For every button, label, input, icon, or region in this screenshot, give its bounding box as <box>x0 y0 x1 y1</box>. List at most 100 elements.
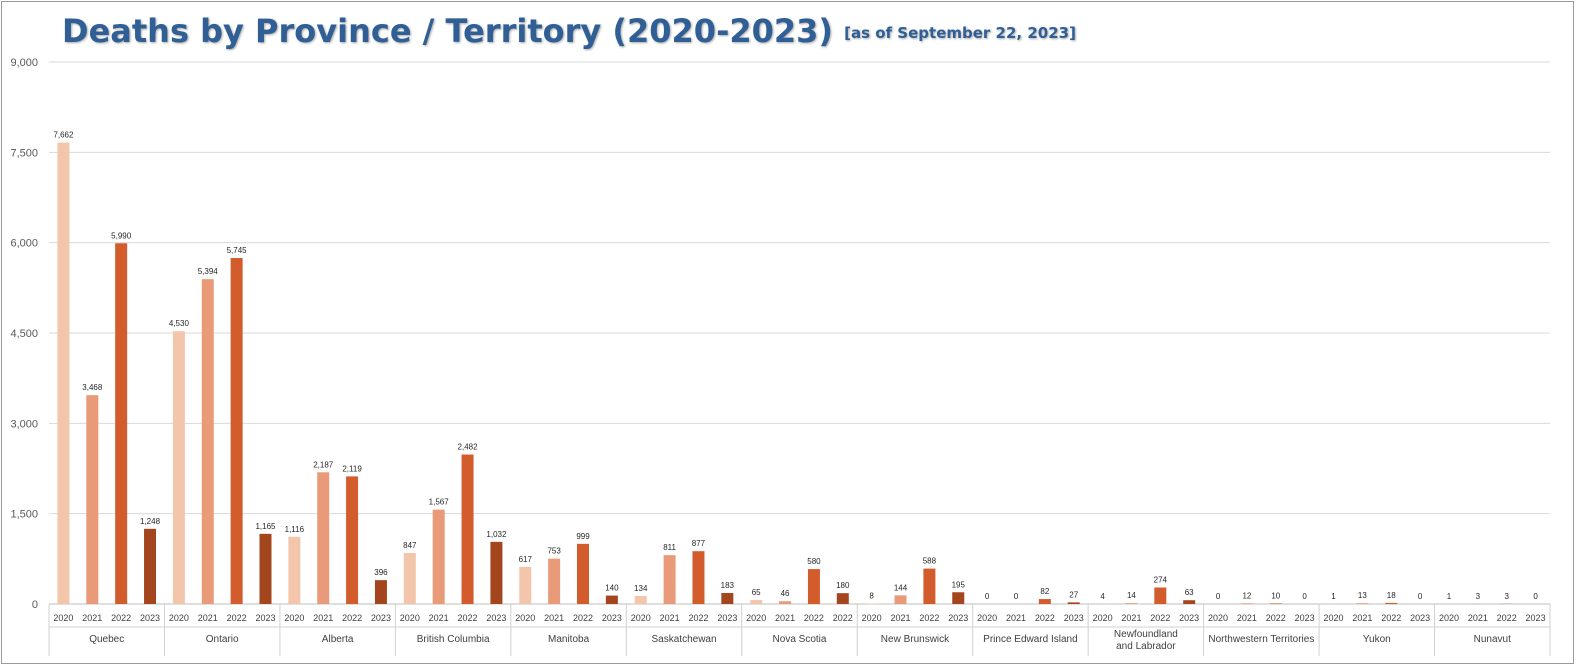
year-tick-label: 2023 <box>717 613 737 623</box>
bar <box>288 536 301 604</box>
bar <box>721 592 734 604</box>
year-tick-label: 2021 <box>891 613 911 623</box>
data-label: 82 <box>1040 587 1049 596</box>
bar <box>692 551 705 604</box>
year-tick-label: 2020 <box>515 613 535 623</box>
year-tick-label: 2021 <box>313 613 333 623</box>
year-tick-label: 2022 <box>458 613 478 623</box>
data-label: 588 <box>923 557 937 566</box>
bar <box>577 543 590 604</box>
data-label: 18 <box>1387 591 1396 600</box>
year-tick-label: 2022 <box>342 613 362 623</box>
data-label: 4,530 <box>169 319 190 328</box>
year-tick-label: 2022 <box>1266 613 1286 623</box>
year-tick-label: 2020 <box>1323 613 1343 623</box>
chart-title: Deaths by Province / Territory (2020-202… <box>62 12 834 50</box>
bar <box>490 541 503 604</box>
year-tick-label: 2023 <box>371 613 391 623</box>
year-tick-label: 2021 <box>1121 613 1141 623</box>
data-label: 3 <box>1476 592 1481 601</box>
data-label: 274 <box>1154 575 1168 584</box>
bar <box>923 568 936 604</box>
data-label: 14 <box>1127 591 1136 600</box>
bar <box>115 243 128 604</box>
data-label: 753 <box>547 547 561 556</box>
bar <box>1067 602 1080 604</box>
bar <box>403 552 416 604</box>
data-label: 140 <box>605 584 619 593</box>
data-label: 1,032 <box>486 530 507 539</box>
category-label: Nunavut <box>1474 634 1511 645</box>
data-label: 2,187 <box>313 460 334 469</box>
y-tick-label: 1,500 <box>10 509 38 521</box>
chart-subtitle: [as of September 22, 2023] <box>844 24 1076 42</box>
data-label: 396 <box>374 568 388 577</box>
year-tick-label: 2022 <box>573 613 593 623</box>
year-tick-label: 2021 <box>544 613 564 623</box>
bar <box>1269 603 1282 604</box>
bar <box>1385 602 1398 604</box>
bar <box>779 601 792 604</box>
data-label: 1,116 <box>285 525 305 534</box>
year-tick-label: 2021 <box>82 613 102 623</box>
y-tick-label: 6,000 <box>10 238 38 250</box>
year-tick-label: 2020 <box>1439 613 1459 623</box>
bar <box>663 555 676 604</box>
year-tick-label: 2022 <box>804 613 824 623</box>
year-tick-label: 2022 <box>688 613 708 623</box>
bar <box>1240 603 1253 604</box>
data-label: 3,468 <box>82 383 103 392</box>
category-label: Prince Edward Island <box>983 634 1078 645</box>
year-tick-label: 2021 <box>775 613 795 623</box>
year-tick-label: 2022 <box>1035 613 1055 623</box>
category-label: Nova Scotia <box>773 634 827 645</box>
data-label: 2,119 <box>342 464 362 473</box>
bar <box>172 331 185 604</box>
data-label: 12 <box>1242 591 1251 600</box>
data-label: 195 <box>952 580 966 589</box>
bar <box>461 454 474 604</box>
year-tick-label: 2021 <box>1352 613 1372 623</box>
category-label: Alberta <box>322 634 354 645</box>
data-label: 580 <box>807 557 821 566</box>
bar <box>259 533 272 604</box>
year-tick-label: 2020 <box>284 613 304 623</box>
bar <box>952 592 965 604</box>
category-label: Yukon <box>1363 634 1391 645</box>
year-tick-label: 2020 <box>631 613 651 623</box>
year-tick-label: 2020 <box>400 613 420 623</box>
bar <box>519 566 532 604</box>
data-label: 0 <box>1216 592 1221 601</box>
chart-title-block: Deaths by Province / Territory (2020-202… <box>62 12 1076 50</box>
year-tick-label: 2023 <box>486 613 506 623</box>
year-tick-label: 2020 <box>862 613 882 623</box>
year-tick-label: 2021 <box>1006 613 1026 623</box>
bar <box>317 472 330 604</box>
category-label: and Labrador <box>1116 641 1176 652</box>
bar <box>374 580 387 604</box>
year-tick-label: 2020 <box>977 613 997 623</box>
data-label: 7,662 <box>53 131 74 140</box>
y-tick-label: 9,000 <box>10 57 38 69</box>
data-label: 10 <box>1271 591 1280 600</box>
bar <box>605 595 618 604</box>
bar <box>57 142 70 604</box>
data-label: 5,990 <box>111 231 132 240</box>
y-tick-label: 7,500 <box>10 147 38 159</box>
bar <box>230 258 243 604</box>
year-tick-label: 2022 <box>1497 613 1517 623</box>
year-tick-label: 2022 <box>227 613 247 623</box>
year-tick-label: 2020 <box>1208 613 1228 623</box>
year-tick-label: 2021 <box>660 613 680 623</box>
data-label: 811 <box>663 543 676 552</box>
data-label: 0 <box>985 592 990 601</box>
bar <box>432 509 445 604</box>
year-tick-label: 2023 <box>140 613 160 623</box>
data-label: 877 <box>692 539 706 548</box>
year-tick-label: 2023 <box>948 613 968 623</box>
year-tick-label: 2020 <box>169 613 189 623</box>
year-tick-label: 2021 <box>1237 613 1257 623</box>
data-label: 1,248 <box>140 517 161 526</box>
data-label: 4 <box>1100 592 1105 601</box>
year-tick-label: 2022 <box>1381 613 1401 623</box>
